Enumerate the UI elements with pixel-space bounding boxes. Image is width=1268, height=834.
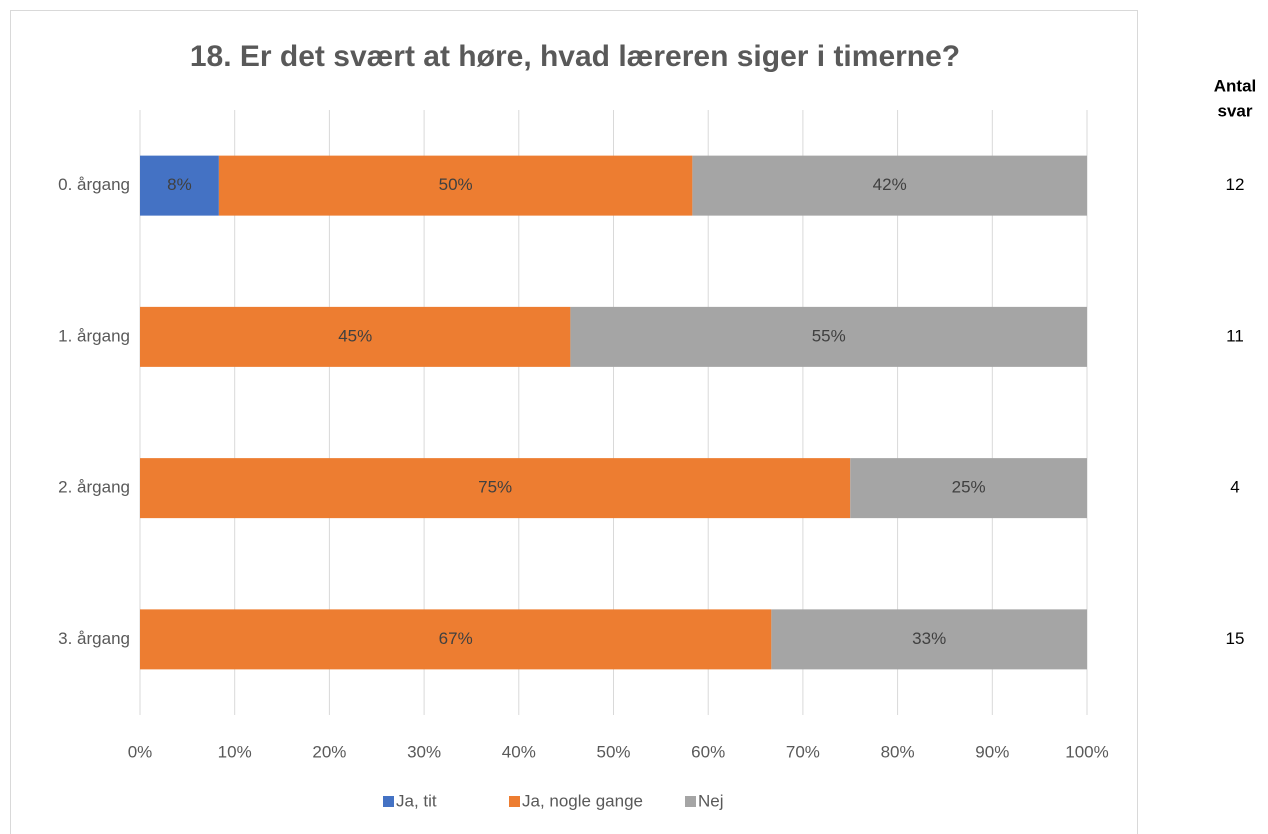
x-tick-label: 90%	[975, 742, 1009, 761]
count-label: 11	[1226, 326, 1244, 345]
count-header: Antal	[1214, 76, 1257, 95]
count-label: 12	[1226, 175, 1245, 194]
data-label: 8%	[167, 175, 192, 194]
bar-segment	[218, 155, 693, 216]
legend-swatch	[509, 796, 520, 807]
legend-label: Nej	[698, 791, 724, 810]
legend-label: Ja, tit	[396, 791, 437, 810]
x-tick-label: 0%	[128, 742, 153, 761]
x-tick-label: 10%	[218, 742, 252, 761]
count-header: svar	[1218, 101, 1253, 120]
x-tick-label: 50%	[596, 742, 630, 761]
bar-segment	[140, 609, 772, 670]
bar-segment	[692, 155, 1087, 216]
x-tick-label: 70%	[786, 742, 820, 761]
x-tick-label: 30%	[407, 742, 441, 761]
bar-segment	[771, 609, 1087, 670]
data-label: 55%	[812, 326, 846, 345]
x-tick-label: 20%	[312, 742, 346, 761]
legend-label: Ja, nogle gange	[522, 791, 643, 810]
x-tick-label: 40%	[502, 742, 536, 761]
data-label: 33%	[912, 629, 946, 648]
x-tick-label: 80%	[881, 742, 915, 761]
bar-segment	[140, 155, 219, 216]
data-label: 67%	[439, 629, 473, 648]
chart-frame	[10, 10, 1138, 834]
data-label: 42%	[873, 175, 907, 194]
y-tick-label: 3. årgang	[58, 629, 130, 648]
count-label: 15	[1226, 629, 1245, 648]
y-tick-label: 2. årgang	[58, 478, 130, 497]
legend-swatch	[383, 796, 394, 807]
bar-segment	[850, 458, 1087, 519]
count-label: 4	[1230, 478, 1239, 497]
bar-segment	[140, 458, 851, 519]
x-tick-label: 60%	[691, 742, 725, 761]
y-tick-label: 1. årgang	[58, 326, 130, 345]
bar-segment	[570, 306, 1087, 367]
x-tick-label: 100%	[1065, 742, 1108, 761]
data-label: 45%	[338, 326, 372, 345]
data-label: 75%	[478, 478, 512, 497]
data-label: 50%	[439, 175, 473, 194]
legend-swatch	[685, 796, 696, 807]
y-tick-label: 0. årgang	[58, 175, 130, 194]
bar-segment	[140, 306, 571, 367]
data-label: 25%	[952, 478, 986, 497]
chart-title: 18. Er det svært at høre, hvad læreren s…	[190, 40, 960, 73]
